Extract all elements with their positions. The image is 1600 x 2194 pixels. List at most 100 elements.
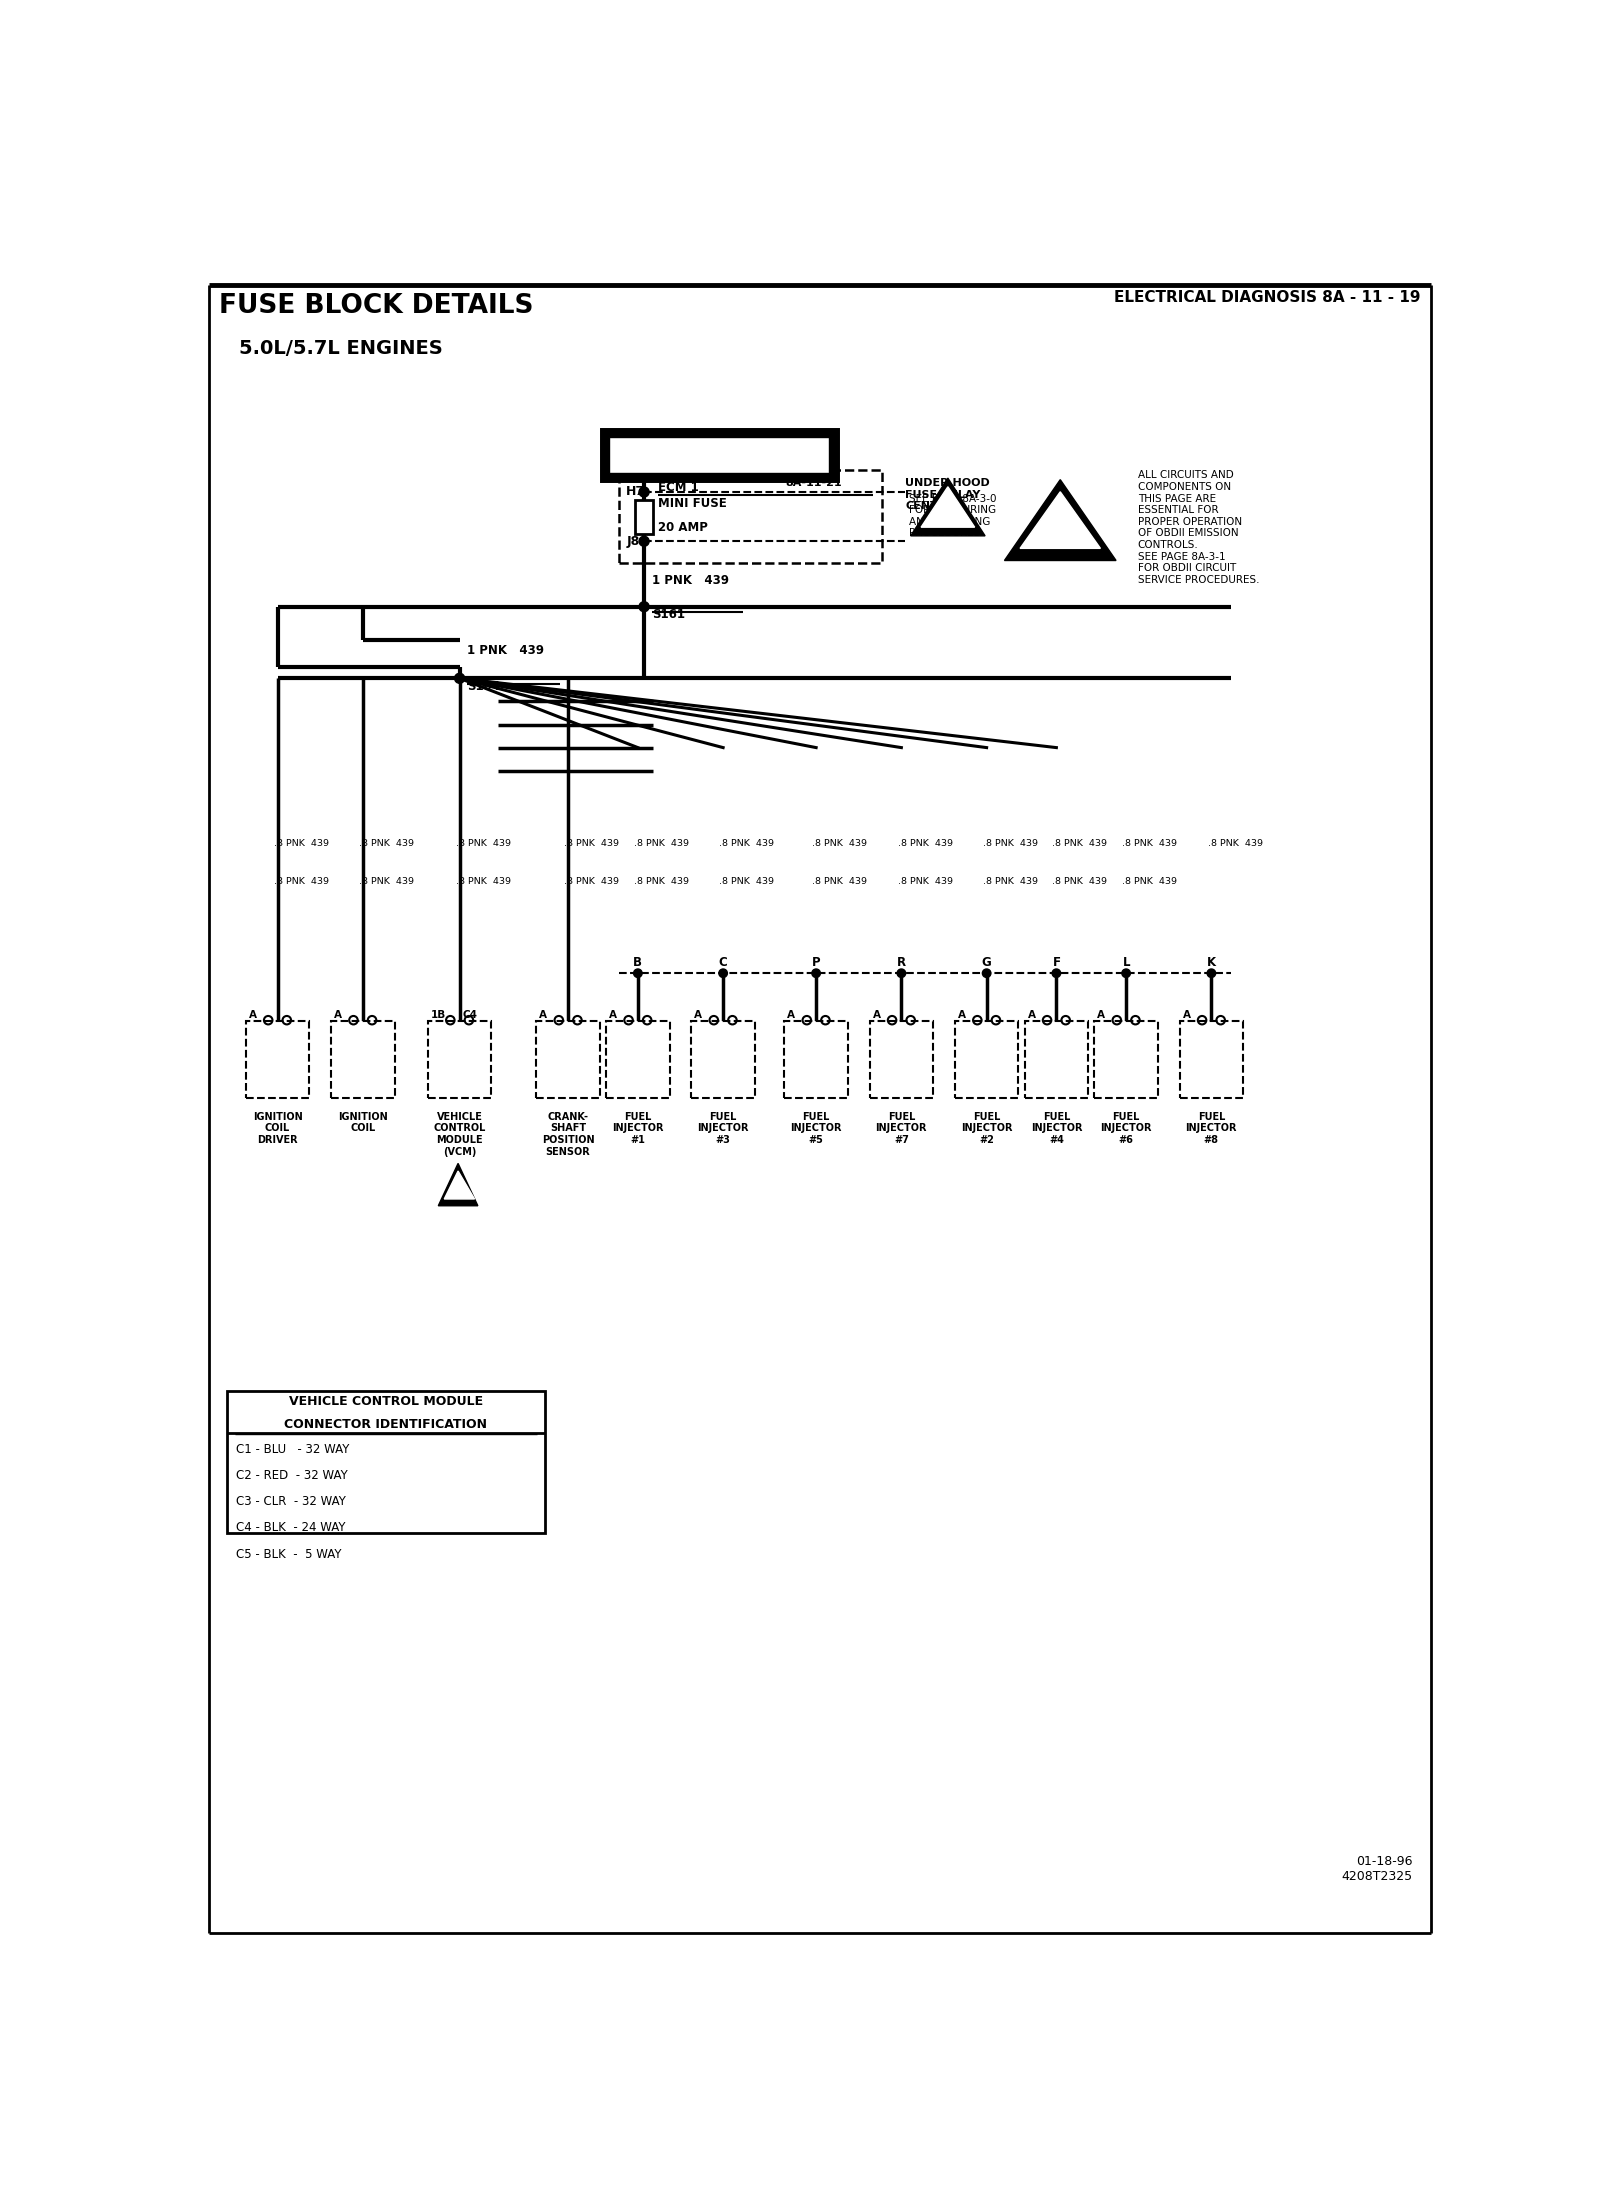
Circle shape: [811, 970, 821, 979]
Bar: [955, 1020, 1019, 1097]
Text: B: B: [634, 957, 642, 968]
Text: K: K: [1206, 957, 1216, 968]
Text: 5.0L/5.7L ENGINES: 5.0L/5.7L ENGINES: [238, 338, 443, 358]
Polygon shape: [445, 1172, 475, 1198]
Text: CRANK-
SHAFT
POSITION
SENSOR: CRANK- SHAFT POSITION SENSOR: [542, 1112, 595, 1156]
Bar: [331, 1020, 395, 1097]
Text: S161: S161: [651, 608, 685, 621]
Circle shape: [638, 535, 650, 546]
Text: .8 PNK  439: .8 PNK 439: [898, 838, 952, 847]
Bar: [1179, 1020, 1243, 1097]
Text: .8 PNK  439: .8 PNK 439: [358, 878, 414, 886]
Text: .8 PNK  439: .8 PNK 439: [456, 838, 510, 847]
Text: H7: H7: [626, 485, 645, 498]
Circle shape: [638, 601, 650, 612]
Text: VEHICLE CONTROL MODULE: VEHICLE CONTROL MODULE: [290, 1395, 483, 1409]
Text: S104: S104: [467, 680, 501, 693]
Text: A: A: [1027, 1009, 1035, 1020]
Bar: [784, 1020, 848, 1097]
Bar: [603, 432, 835, 478]
Text: .8 PNK  439: .8 PNK 439: [358, 838, 414, 847]
Text: .8 PNK  439: .8 PNK 439: [634, 878, 690, 886]
Text: .8 PNK  439: .8 PNK 439: [813, 838, 867, 847]
Polygon shape: [1005, 480, 1117, 559]
Text: FUEL
INJECTOR
#7: FUEL INJECTOR #7: [875, 1112, 926, 1145]
Text: .8 PNK  439: .8 PNK 439: [565, 878, 619, 886]
Text: A: A: [610, 1009, 618, 1020]
Polygon shape: [1021, 491, 1101, 548]
Bar: [691, 1020, 755, 1097]
Text: 01-18-96
4208T2325: 01-18-96 4208T2325: [1342, 1856, 1413, 1882]
Circle shape: [982, 970, 990, 979]
Text: ALL CIRCUITS AND
COMPONENTS ON
THIS PAGE ARE
ESSENTIAL FOR
PROPER OPERATION
OF O: ALL CIRCUITS AND COMPONENTS ON THIS PAGE…: [1138, 470, 1259, 586]
Text: !: !: [946, 509, 950, 520]
Circle shape: [898, 970, 906, 979]
Text: 1B: 1B: [430, 1009, 446, 1020]
Bar: [227, 1391, 546, 1534]
Text: .8 PNK  439: .8 PNK 439: [274, 838, 328, 847]
Text: A: A: [250, 1009, 258, 1020]
Text: .8 PNK  439: .8 PNK 439: [720, 838, 774, 847]
Text: A: A: [334, 1009, 342, 1020]
Text: A: A: [872, 1009, 880, 1020]
Text: ECM 1: ECM 1: [658, 480, 699, 494]
Text: A: A: [1182, 1009, 1190, 1020]
Bar: [606, 1020, 670, 1097]
Polygon shape: [910, 478, 986, 535]
Text: J8: J8: [626, 535, 640, 548]
Bar: [619, 470, 882, 564]
Text: R: R: [898, 957, 906, 968]
Polygon shape: [438, 1163, 478, 1207]
Text: C4: C4: [462, 1009, 478, 1020]
Text: .8 PNK  439: .8 PNK 439: [813, 878, 867, 886]
Text: C5 - BLK  -  5 WAY: C5 - BLK - 5 WAY: [237, 1547, 342, 1560]
Text: FUEL
INJECTOR
#3: FUEL INJECTOR #3: [698, 1112, 749, 1145]
Text: MINI FUSE: MINI FUSE: [658, 496, 726, 509]
Text: FUEL
INJECTOR
#5: FUEL INJECTOR #5: [790, 1112, 842, 1145]
Circle shape: [634, 970, 642, 979]
Text: FUEL
INJECTOR
#6: FUEL INJECTOR #6: [1101, 1112, 1152, 1145]
Text: TO PAGE
8A-11-21: TO PAGE 8A-11-21: [786, 467, 842, 487]
Text: .8 PNK  439: .8 PNK 439: [565, 838, 619, 847]
Bar: [610, 437, 829, 472]
Bar: [1024, 1020, 1088, 1097]
Text: SEE PAGE 8A-3-0
FOR MEASURING
AND HANDLING
PROCEDURES: SEE PAGE 8A-3-0 FOR MEASURING AND HANDLI…: [909, 494, 997, 538]
Text: ELECTRICAL DIAGNOSIS 8A - 11 - 19: ELECTRICAL DIAGNOSIS 8A - 11 - 19: [1114, 290, 1421, 305]
Text: A: A: [787, 1009, 795, 1020]
Text: C4 - BLK  - 24 WAY: C4 - BLK - 24 WAY: [237, 1520, 346, 1534]
Text: FUSE BLOCK DETAILS: FUSE BLOCK DETAILS: [219, 292, 534, 318]
Text: C2 - RED  - 32 WAY: C2 - RED - 32 WAY: [237, 1470, 349, 1483]
Circle shape: [1053, 970, 1061, 979]
Text: G: G: [982, 957, 992, 968]
Bar: [246, 1020, 309, 1097]
Text: A: A: [958, 1009, 966, 1020]
Circle shape: [454, 674, 464, 682]
Circle shape: [1122, 970, 1130, 979]
Bar: [870, 1020, 933, 1097]
Text: VEHICLE
CONTROL
MODULE
(VCM): VEHICLE CONTROL MODULE (VCM): [434, 1112, 486, 1156]
Text: C1 - BLU   - 32 WAY: C1 - BLU - 32 WAY: [237, 1444, 350, 1457]
Text: L: L: [1122, 957, 1130, 968]
Bar: [536, 1020, 600, 1097]
Text: 20 AMP: 20 AMP: [658, 522, 707, 533]
Text: .8 PNK  439: .8 PNK 439: [274, 878, 328, 886]
Text: .8 PNK  439: .8 PNK 439: [634, 838, 690, 847]
Text: CONNECTOR IDENTIFICATION: CONNECTOR IDENTIFICATION: [285, 1417, 488, 1430]
Text: HOT IN RUN OR START: HOT IN RUN OR START: [642, 448, 797, 461]
Text: .8 PNK  439: .8 PNK 439: [1053, 878, 1107, 886]
Text: .8 PNK  439: .8 PNK 439: [982, 838, 1038, 847]
Text: .8 PNK  439: .8 PNK 439: [1208, 838, 1262, 847]
Text: FUEL
INJECTOR
#2: FUEL INJECTOR #2: [962, 1112, 1013, 1145]
Text: .8 PNK  439: .8 PNK 439: [1053, 838, 1107, 847]
Text: .8 PNK  439: .8 PNK 439: [898, 878, 952, 886]
Circle shape: [1206, 970, 1216, 979]
Text: F: F: [1053, 957, 1061, 968]
Text: 1 PNK   439: 1 PNK 439: [651, 575, 730, 588]
Text: II: II: [1054, 518, 1066, 531]
Text: .8 PNK  439: .8 PNK 439: [1122, 838, 1178, 847]
Text: C3 - CLR  - 32 WAY: C3 - CLR - 32 WAY: [237, 1496, 346, 1507]
Text: .8 PNK  439: .8 PNK 439: [456, 878, 510, 886]
Text: IGNITION
COIL: IGNITION COIL: [338, 1112, 387, 1134]
Text: FUEL
INJECTOR
#1: FUEL INJECTOR #1: [613, 1112, 664, 1145]
Text: C: C: [718, 957, 728, 968]
